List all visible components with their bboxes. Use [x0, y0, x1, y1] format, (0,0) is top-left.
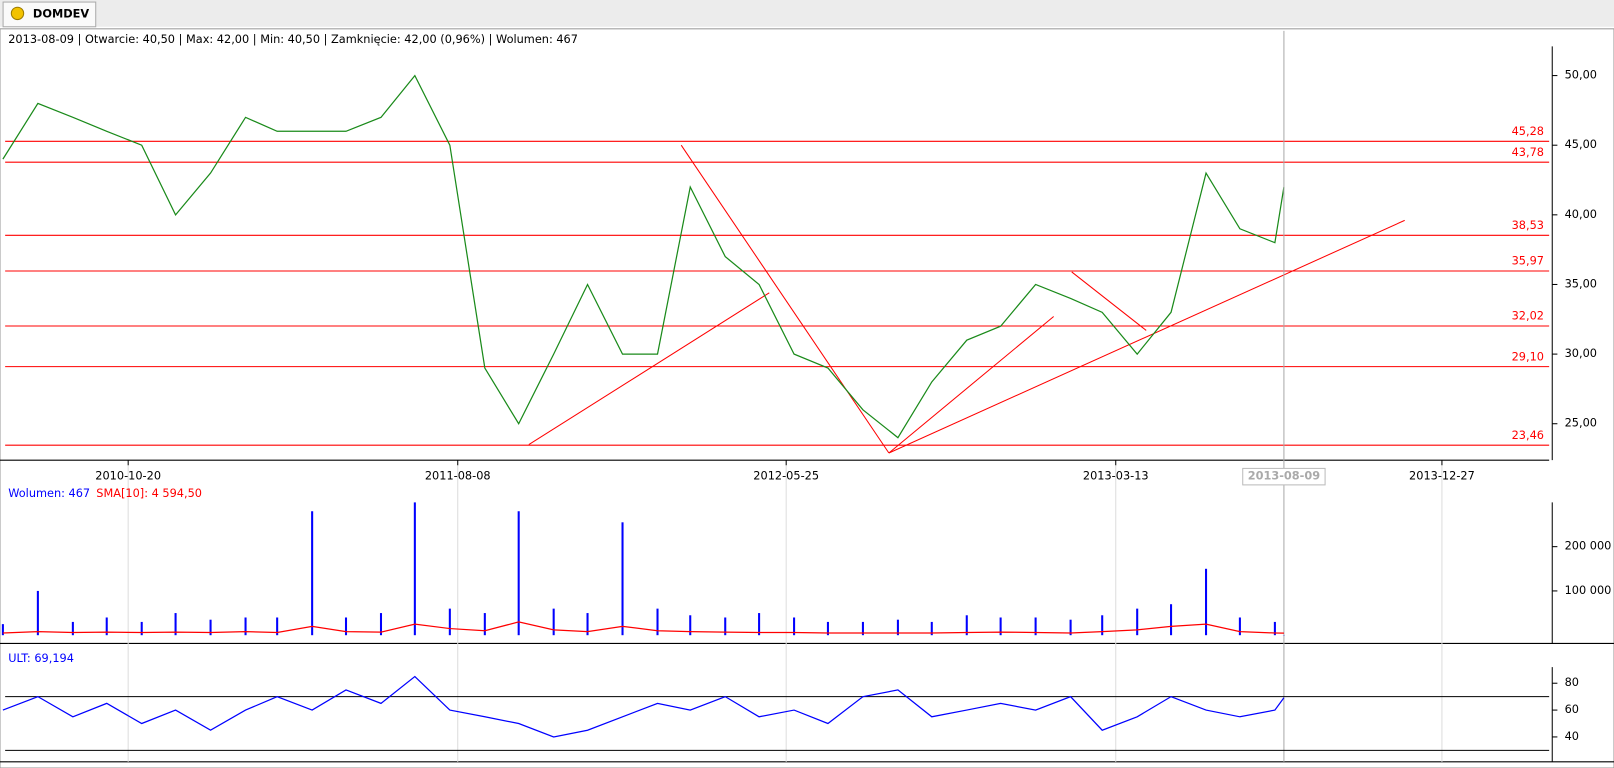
y-tick-label: 80	[1565, 675, 1579, 689]
tab-icon	[10, 6, 25, 21]
volume-bar	[1273, 621, 1276, 636]
volume-bar	[1034, 617, 1037, 636]
volume-bar	[276, 617, 279, 636]
trendline	[888, 219, 1405, 454]
volume-bar	[896, 619, 899, 636]
y-tick-label: 25,00	[1565, 416, 1597, 430]
y-tick-label: 60	[1565, 702, 1579, 716]
legend-entry: SMA[10]: 4 594,50	[96, 486, 202, 500]
volume-bar	[552, 608, 555, 636]
volume-bar	[517, 511, 520, 636]
volume-bar	[105, 617, 108, 636]
y-tick-label: 50,00	[1565, 68, 1597, 82]
volume-bar	[413, 502, 416, 636]
trendline	[888, 316, 1054, 454]
volume-bar	[965, 615, 968, 636]
volume-bar	[379, 613, 383, 636]
tab-label: DOMDEV	[33, 6, 89, 20]
cursor-label: 2013-08-09	[1248, 469, 1320, 483]
tab-bar	[0, 0, 1614, 27]
legend-entry: Wolumen: 467	[8, 486, 90, 500]
x-tick-label: 2013-03-13	[1083, 469, 1149, 483]
y-tick-label: 30,00	[1565, 346, 1597, 360]
volume-bar	[71, 621, 74, 636]
level-label: 45,28	[1512, 124, 1544, 138]
y-tick-label: 35,00	[1565, 276, 1597, 290]
volume-bar	[999, 617, 1002, 636]
volume-bar	[1238, 617, 1241, 636]
volume-bar	[483, 613, 486, 636]
y-tick-label: 200 000	[1565, 539, 1612, 553]
volume-bar	[344, 617, 348, 636]
x-tick-label: 2010-10-20	[95, 469, 161, 483]
volume-bar	[826, 621, 829, 636]
volume-bar	[689, 615, 692, 636]
level-label: 35,97	[1512, 254, 1544, 268]
x-tick-label: 2013-12-27	[1409, 469, 1475, 483]
volume-bar	[793, 617, 796, 636]
y-tick-label: 40	[1565, 729, 1579, 743]
level-label: 38,53	[1512, 218, 1544, 232]
volume-bar	[244, 617, 247, 636]
volume-bar	[448, 608, 451, 636]
x-tick-label: 2011-08-08	[425, 469, 491, 483]
volume-bar	[1136, 608, 1139, 636]
series-line	[2, 74, 1285, 439]
volume-bar	[209, 619, 212, 636]
x-tick-label: 2012-05-25	[753, 469, 819, 483]
level-label: 32,02	[1512, 309, 1544, 323]
y-tick-label: 40,00	[1565, 207, 1597, 221]
volume-bar	[758, 613, 761, 636]
cursor-label-box	[1242, 467, 1326, 486]
volume-bar	[1101, 615, 1104, 636]
series-line	[2, 675, 1285, 738]
volume-bar	[1205, 568, 1208, 636]
level-label: 23,46	[1512, 428, 1544, 442]
volume-bar	[621, 522, 624, 636]
volume-bar	[586, 613, 589, 636]
level-label: 43,78	[1512, 145, 1544, 159]
volume-bar	[174, 613, 177, 636]
level-label: 29,10	[1512, 349, 1544, 363]
volume-bar	[724, 617, 727, 636]
volume-bar	[930, 621, 933, 636]
series-line	[2, 621, 1284, 634]
trendline	[528, 292, 770, 446]
legend-entry: ULT: 69,194	[8, 651, 74, 665]
volume-bar	[1069, 619, 1072, 636]
y-tick-label: 100 000	[1565, 583, 1612, 597]
chart-area	[0, 28, 1614, 768]
volume-bar	[1, 624, 4, 636]
volume-bar	[140, 621, 143, 636]
trendline	[680, 144, 890, 454]
volume-bar	[656, 608, 659, 636]
y-tick-label: 45,00	[1565, 137, 1597, 151]
info-line: 2013-08-09 | Otwarcie: 40,50 | Max: 42,0…	[8, 32, 578, 46]
volume-bar	[861, 621, 864, 636]
volume-bar	[36, 590, 39, 636]
trendline	[1071, 271, 1147, 331]
volume-bar	[1170, 604, 1173, 636]
volume-bar	[311, 511, 314, 636]
